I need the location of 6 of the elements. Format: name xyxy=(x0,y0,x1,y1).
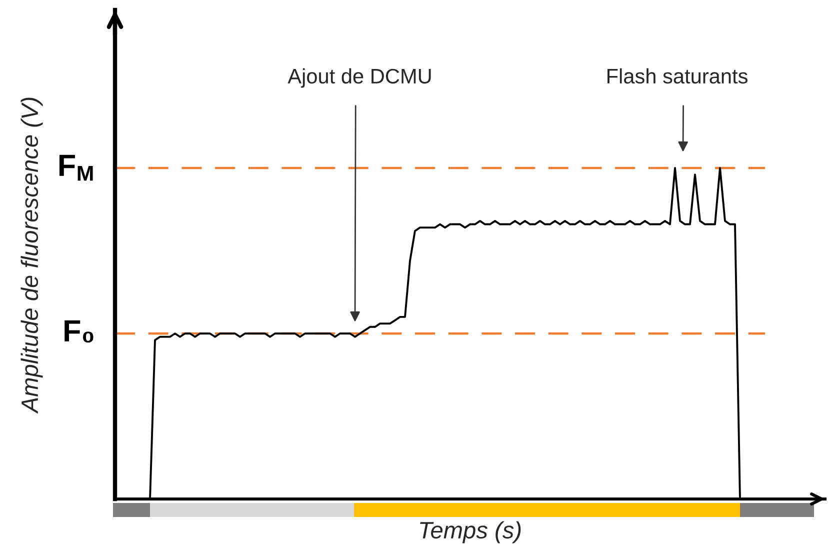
ref-line-label: F₀ xyxy=(64,320,94,343)
x-axis-title: Temps (s) xyxy=(420,521,521,544)
y-axis-title: Amplitude de fluorescence (V) xyxy=(20,98,43,414)
text: Ajout de DCMU xyxy=(288,68,431,88)
text: Flash saturants xyxy=(608,68,748,84)
ref-line-label: F$_{M}$ xyxy=(59,154,93,181)
